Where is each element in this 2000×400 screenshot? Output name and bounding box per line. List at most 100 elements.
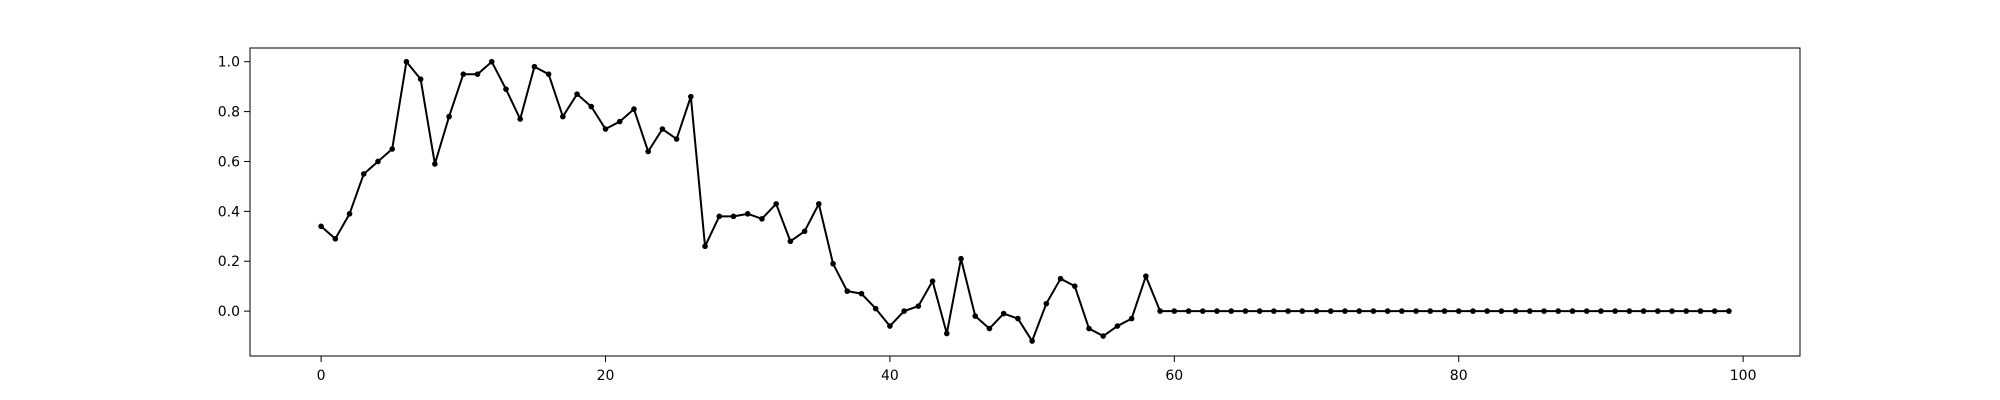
data-point (588, 103, 595, 110)
data-point (332, 235, 339, 242)
data-point (901, 308, 907, 314)
x-tick-label: 20 (597, 368, 615, 384)
data-point (1285, 308, 1291, 314)
data-point (1512, 308, 1519, 314)
data-point (1598, 308, 1604, 314)
data-point (1199, 308, 1206, 314)
data-point (887, 323, 893, 329)
data-point (830, 260, 836, 267)
x-tick-label: 100 (1730, 368, 1757, 384)
data-point (1000, 310, 1007, 317)
data-point (1370, 308, 1377, 314)
data-point (616, 118, 623, 125)
series-line (320, 60, 1729, 343)
data-point (759, 216, 765, 222)
x-tick-label: 60 (1165, 368, 1183, 384)
data-point (1498, 308, 1505, 314)
data-point (1726, 308, 1732, 314)
data-point (602, 126, 609, 132)
data-point (1441, 308, 1448, 314)
data-point (1612, 308, 1618, 314)
data-point (1043, 300, 1050, 307)
data-point (403, 58, 410, 65)
data-point (872, 305, 879, 312)
data-point (517, 116, 523, 122)
data-point (1342, 308, 1348, 314)
data-point (1029, 338, 1035, 344)
data-point (943, 330, 950, 337)
y-tick-label: 0.4 (218, 204, 240, 220)
plot-frame (249, 47, 1801, 357)
data-point (1484, 308, 1490, 314)
data-point (1455, 308, 1462, 314)
data-point (659, 126, 666, 132)
data-point (730, 213, 737, 220)
data-point (1427, 308, 1434, 314)
data-point (1128, 315, 1135, 322)
data-point (929, 278, 936, 284)
data-point (1071, 283, 1078, 289)
data-point (417, 76, 424, 82)
data-point (1470, 308, 1476, 314)
data-point (801, 228, 808, 235)
data-point (702, 243, 708, 250)
data-point (844, 288, 851, 294)
data-point (1583, 308, 1590, 314)
data-point (1100, 333, 1107, 339)
data-point (1143, 273, 1149, 279)
data-point (1669, 308, 1675, 314)
data-point (716, 213, 723, 220)
data-point (1697, 308, 1704, 314)
data-point (773, 201, 779, 207)
x-tick-label: 0 (317, 368, 326, 384)
data-point (389, 146, 396, 152)
data-point (787, 238, 794, 245)
data-point (488, 58, 495, 65)
data-point (346, 211, 353, 217)
data-point (1185, 308, 1192, 314)
data-point (631, 106, 637, 112)
data-point (432, 161, 438, 167)
y-tick-label: 0.2 (218, 254, 240, 270)
data-point (1541, 308, 1547, 314)
data-point (1157, 308, 1163, 314)
data-point (972, 313, 979, 319)
data-point (1057, 275, 1064, 282)
data-point (673, 136, 680, 142)
data-point (1228, 308, 1234, 314)
data-point (1384, 308, 1391, 314)
y-tick-label: 1.0 (218, 55, 240, 71)
data-point (645, 148, 651, 155)
data-point (1114, 323, 1121, 329)
data-point (1214, 308, 1220, 314)
series-layer (318, 58, 1732, 344)
data-point (1654, 308, 1661, 314)
data-point (1171, 308, 1178, 314)
data-point (816, 201, 822, 207)
data-point (446, 113, 452, 120)
data-point (1711, 308, 1718, 314)
x-tick-label: 40 (881, 368, 899, 384)
data-point (375, 158, 381, 165)
data-point (1626, 308, 1633, 314)
data-point (915, 303, 922, 309)
data-point (474, 71, 481, 77)
data-point (1015, 315, 1021, 322)
data-point (744, 211, 751, 217)
x-tick-label: 80 (1450, 368, 1468, 384)
data-point (1271, 308, 1277, 314)
data-point (1683, 308, 1690, 314)
data-point (1242, 308, 1249, 314)
data-point (688, 93, 694, 100)
data-point (1256, 308, 1263, 314)
data-point (545, 71, 552, 77)
data-point (1569, 308, 1576, 314)
data-point (360, 171, 367, 177)
data-point (1356, 308, 1362, 314)
data-point (1413, 308, 1419, 314)
data-point (560, 113, 566, 120)
plot-area (250, 48, 1800, 356)
data-point (1299, 308, 1306, 314)
data-point (1086, 325, 1092, 332)
